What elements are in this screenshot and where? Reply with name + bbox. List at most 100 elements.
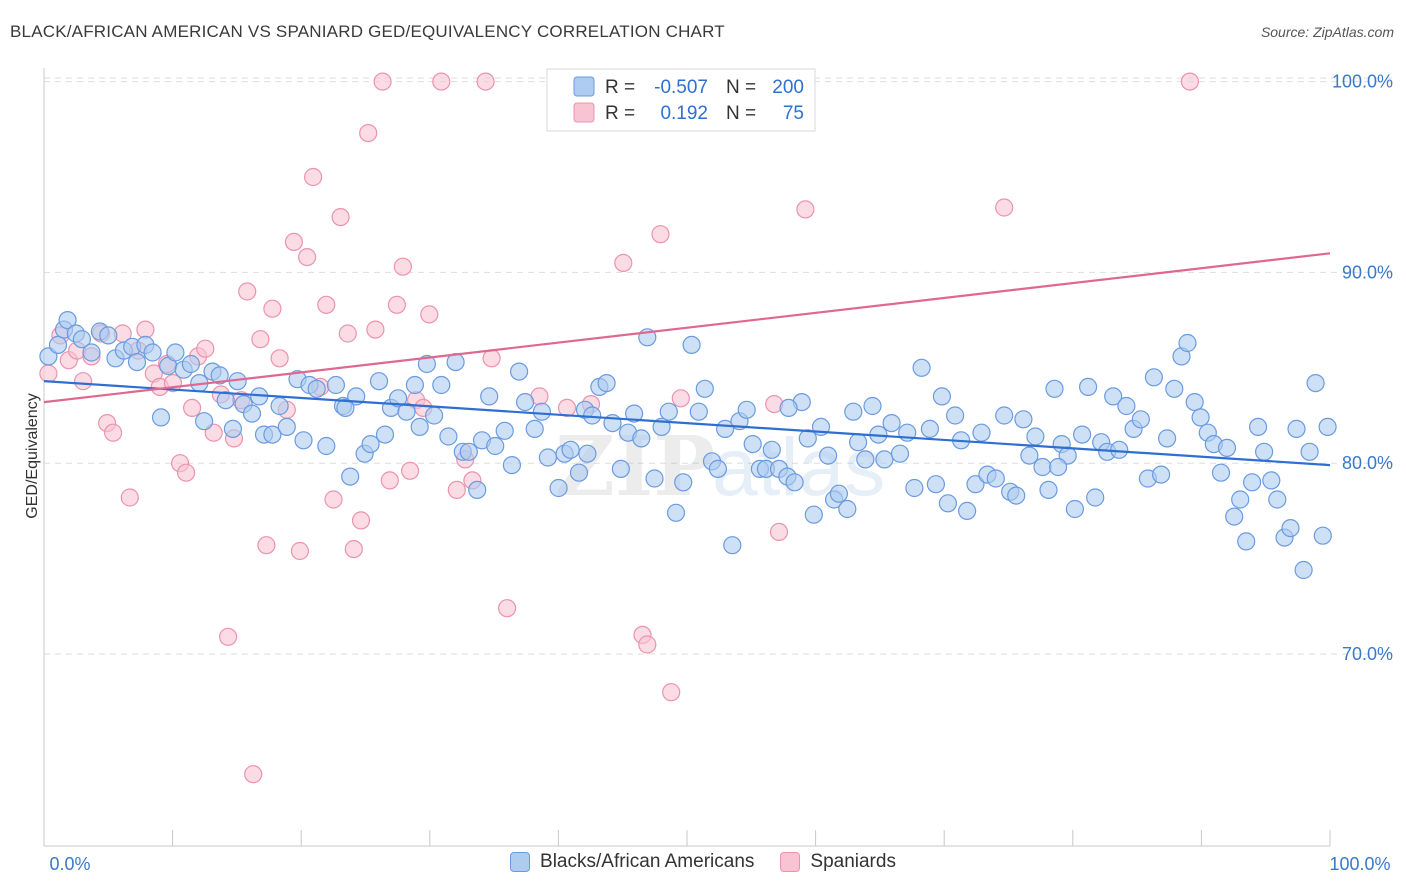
legend-label-blacks: Blacks/African Americans: [540, 851, 755, 872]
trend-line-spaniards: [43, 252, 1331, 404]
blacks-point-169: [1217, 438, 1237, 457]
blacks-point-15: [151, 408, 171, 427]
blacks-point-147: [1072, 425, 1092, 444]
blacks-point-142: [1039, 480, 1058, 499]
blacks-point-177: [1268, 490, 1287, 509]
blacks-point-123: [912, 358, 931, 377]
blacks-point-91: [695, 379, 714, 398]
blacks-point-41: [341, 467, 360, 486]
blacks-point-140: [1026, 427, 1045, 446]
blacks-point-174: [1248, 417, 1268, 436]
spaniards-point-19: [183, 398, 202, 417]
blacks-point-156: [1131, 410, 1150, 429]
blacks-point-154: [1117, 396, 1136, 416]
legend-item-blacks[interactable]: Blacks/African Americans: [510, 851, 754, 873]
spaniards-point-41: [331, 208, 350, 227]
spaniards-point-18: [177, 463, 196, 482]
blacks-point-63: [495, 421, 514, 440]
blacks-point-97: [737, 400, 756, 419]
spaniards-point-12: [136, 320, 155, 339]
x-tick-label-min: 0.0%: [49, 854, 90, 874]
spaniards-point-21: [196, 339, 215, 358]
blacks-point-183: [1306, 374, 1325, 393]
trend-lines: [43, 252, 1331, 467]
spaniards-point-49: [387, 295, 406, 314]
blacks-point-188: [1048, 457, 1068, 477]
spaniards-point-72: [671, 389, 690, 408]
blacks-point-109: [818, 446, 838, 465]
y-tick-labels: 70.0% 80.0% 90.0% 100.0%: [1332, 72, 1393, 664]
blacks-point-159: [1151, 465, 1171, 484]
spaniards-point-37: [304, 167, 323, 187]
blacks-point-77: [597, 374, 616, 393]
blacks-point-37: [307, 379, 326, 398]
blacks-point-49: [397, 402, 416, 421]
spaniards-point-55: [432, 72, 451, 91]
spaniards-point-28: [244, 765, 263, 784]
blacks-point-115: [856, 450, 875, 469]
blacks-point-55: [439, 427, 458, 446]
spaniards-point-8: [103, 423, 123, 442]
stats-legend-pink-swatch: [573, 102, 595, 123]
chart-title: BLACK/AFRICAN AMERICAN VS SPANIARD GED/E…: [10, 22, 725, 41]
y-tick-label-70: 70.0%: [1342, 644, 1393, 664]
blacks-point-62: [486, 436, 505, 456]
blacks-point-160: [1157, 429, 1177, 448]
spaniards-point-31: [263, 299, 282, 318]
blacks-point-125: [926, 475, 946, 494]
blacks-point-189: [336, 398, 355, 417]
blacks-point-172: [1237, 532, 1256, 551]
blacks-point-90: [689, 402, 708, 421]
blacks-point-111: [829, 484, 849, 503]
spaniards-point-60: [482, 349, 501, 368]
blacks-point-3: [58, 311, 77, 330]
blacks-point-185: [1318, 417, 1337, 436]
spaniards-point-35: [290, 541, 309, 561]
blacks-point-184: [1313, 526, 1332, 545]
blacks-point-70: [549, 478, 568, 498]
blacks-point-12: [127, 353, 147, 372]
blacks-point-31: [263, 425, 282, 444]
blacks-point-149: [1086, 488, 1105, 507]
blacks-point-24: [216, 391, 235, 410]
blacks-point-122: [905, 478, 924, 498]
spaniards-point-10: [120, 488, 139, 507]
blacks-point-23: [210, 366, 229, 385]
blacks-point-14: [143, 343, 162, 362]
legend-item-spaniards[interactable]: Spaniards: [780, 851, 896, 873]
blacks-point-134: [986, 469, 1005, 488]
stats-n-label-1: N =: [726, 77, 756, 98]
stats-legend: R = -0.507 N = 200 R = 0.192 N = 75: [546, 68, 816, 132]
blacks-point-124: [920, 419, 940, 438]
spaniards-point-45: [359, 124, 378, 143]
spaniards-point-36: [298, 248, 317, 267]
blacks-point-132: [972, 423, 991, 442]
x-ticks: [172, 830, 1331, 846]
blacks-point-68: [532, 402, 552, 421]
legend-swatch-pink: [780, 852, 801, 872]
blacks-point-114: [848, 433, 868, 452]
blacks-point-53: [425, 406, 444, 425]
blacks-point-79: [611, 459, 631, 478]
blacks-point-187: [779, 398, 798, 417]
blacks-point-101: [762, 440, 781, 459]
blacks-point-179: [1281, 518, 1300, 538]
blacks-point-137: [1007, 486, 1026, 505]
blacks-point-32: [270, 396, 289, 416]
legend-swatch-blue: [510, 852, 531, 872]
blacks-point-153: [1110, 440, 1129, 459]
blacks-point-73: [569, 463, 589, 482]
blacks-point-59: [468, 480, 487, 499]
blacks-point-65: [509, 362, 529, 381]
trend-line-blacks: [43, 380, 1331, 467]
blacks-point-130: [957, 501, 977, 520]
blacks-point-171: [1231, 490, 1250, 509]
blacks-point-46: [375, 425, 395, 444]
blacks-point-95: [723, 536, 742, 555]
blacks-point-131: [966, 475, 985, 494]
blacks-point-116: [863, 396, 882, 416]
spaniards-point-34: [284, 232, 303, 251]
y-tick-label-80: 80.0%: [1342, 453, 1393, 473]
blacks-point-128: [945, 406, 965, 425]
